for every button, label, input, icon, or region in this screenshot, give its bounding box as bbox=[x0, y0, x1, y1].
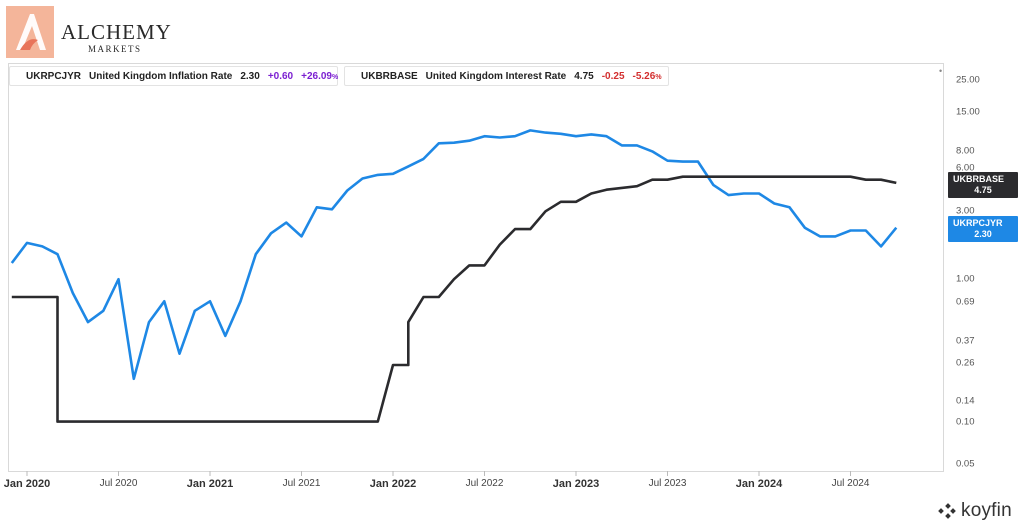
y-tick-label: 6.00 bbox=[956, 162, 975, 174]
legend-description: United Kingdom Interest Rate bbox=[425, 70, 567, 82]
alchemy-logo-mark-icon bbox=[6, 6, 54, 58]
legend-item-ukrpcjyr[interactable]: UKRPCJYR United Kingdom Inflation Rate 2… bbox=[9, 66, 338, 86]
y-tick-label: 15.00 bbox=[956, 106, 980, 118]
logo-name: ALCHEMY bbox=[61, 20, 172, 44]
y-tick-label: 25.00 bbox=[956, 74, 980, 86]
legend-value: 4.75 bbox=[574, 70, 594, 82]
end-tag-ukrpcjyr: UKRPCJYR 2.30 bbox=[948, 216, 1018, 242]
end-tag-label: UKBRBASE bbox=[953, 174, 1005, 184]
legend-description: United Kingdom Inflation Rate bbox=[89, 70, 233, 82]
x-tick-label: Jan 2023 bbox=[552, 478, 600, 490]
koyfin-wordmark: koyfin bbox=[961, 500, 1012, 521]
logo-sub: MARKETS bbox=[88, 44, 142, 54]
x-tick-label: Jan 2022 bbox=[369, 478, 417, 490]
legend-change: +0.60 bbox=[267, 70, 294, 82]
alchemy-logo: ALCHEMY MARKETS bbox=[6, 6, 171, 62]
end-tag-value: 2.30 bbox=[974, 229, 992, 239]
y-tick-label: 0.26 bbox=[956, 357, 975, 369]
end-tag-value: 4.75 bbox=[974, 185, 992, 195]
series-line-ukrpcjyr bbox=[10, 129, 898, 381]
x-tick-label: Jan 2021 bbox=[186, 478, 234, 490]
plot-frame bbox=[8, 63, 944, 472]
y-tick-label: 0.69 bbox=[956, 296, 975, 308]
x-tick-label: Jul 2024 bbox=[831, 478, 870, 489]
y-tick-label: 0.14 bbox=[956, 395, 975, 407]
series-line-ukbrbase bbox=[11, 175, 897, 423]
legend-value: 2.30 bbox=[240, 70, 260, 82]
end-tag-label: UKRPCJYR bbox=[953, 218, 1003, 228]
y-tick-label: 1.00 bbox=[956, 273, 975, 285]
x-tick-label: Jul 2021 bbox=[282, 478, 321, 489]
dots-icon[interactable]: • bbox=[939, 66, 943, 76]
x-tick-label: Jul 2022 bbox=[465, 478, 504, 489]
y-tick-label: 0.10 bbox=[956, 416, 975, 428]
y-tick-label: 0.37 bbox=[956, 335, 975, 347]
koyfin-watermark: koyfin bbox=[937, 500, 1012, 522]
legend-change-pct: +26.09% bbox=[301, 70, 339, 82]
x-tick-label: Jul 2020 bbox=[99, 478, 138, 489]
x-tick-label: Jul 2023 bbox=[648, 478, 687, 489]
koyfin-logo-icon bbox=[938, 503, 956, 519]
y-tick-label: 8.00 bbox=[956, 145, 975, 157]
x-tick-label: Jan 2024 bbox=[735, 478, 783, 490]
legend-ticker: UKBRBASE bbox=[361, 70, 418, 82]
legend-change: -0.25 bbox=[601, 70, 625, 82]
end-tag-ukbrbase: UKBRBASE 4.75 bbox=[948, 172, 1018, 198]
y-tick-label: 0.05 bbox=[956, 458, 975, 470]
x-tick-label: Jan 2020 bbox=[3, 478, 51, 490]
legend-item-ukbrbase[interactable]: UKBRBASE United Kingdom Interest Rate 4.… bbox=[344, 66, 669, 86]
legend-change-pct: -5.26% bbox=[632, 70, 662, 82]
y-tick-label: 3.00 bbox=[956, 205, 975, 217]
legend-ticker: UKRPCJYR bbox=[26, 70, 82, 82]
